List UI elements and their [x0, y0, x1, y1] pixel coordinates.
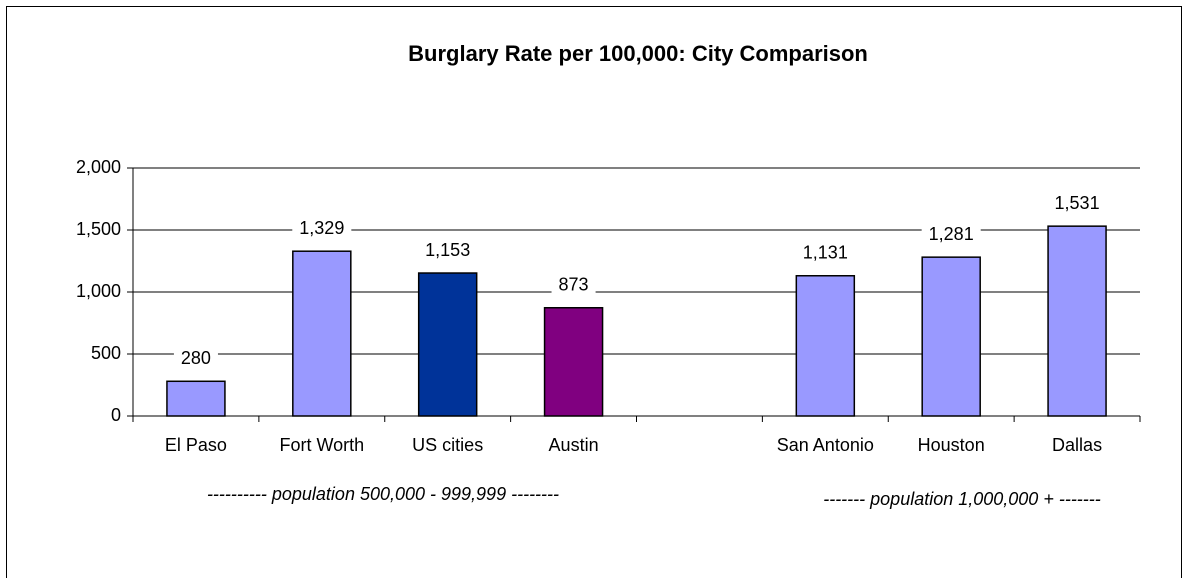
data-label-bg: [173, 347, 218, 372]
data-label: 280: [181, 348, 211, 368]
bar: [543, 306, 604, 417]
chart-title: Burglary Rate per 100,000: City Comparis…: [408, 41, 868, 66]
x-tick-label: El Paso: [165, 435, 227, 455]
data-label: 873: [559, 274, 589, 294]
bar: [921, 256, 981, 417]
x-tick-label: Houston: [918, 435, 985, 455]
x-tick-label: San Antonio: [777, 435, 874, 455]
y-tick-label: 500: [91, 343, 121, 363]
data-label-bg: [418, 239, 478, 264]
x-tick-label: Dallas: [1052, 435, 1102, 455]
y-tick-label: 2,000: [76, 157, 121, 177]
chart-frame: [6, 6, 1182, 578]
bar: [292, 250, 352, 417]
data-label-bg: [292, 217, 352, 242]
bar: [1047, 225, 1107, 417]
annotation: ------- population 1,000,000 + -------: [823, 489, 1101, 509]
data-label-bg: [1047, 192, 1107, 217]
data-label: 1,531: [1055, 193, 1100, 213]
bar: [417, 272, 478, 417]
bar: [795, 275, 856, 417]
data-label-bg: [551, 273, 596, 298]
data-label-bg: [921, 223, 981, 248]
data-label: 1,153: [425, 240, 470, 260]
bar: [166, 380, 226, 417]
data-label-bg: [795, 241, 855, 266]
data-label: 1,131: [803, 243, 848, 263]
x-tick-label: US cities: [412, 435, 483, 455]
data-label: 1,329: [299, 218, 344, 238]
x-tick-label: Austin: [549, 435, 599, 455]
y-tick-label: 1,500: [76, 219, 121, 239]
data-label: 1,281: [929, 224, 974, 244]
y-tick-label: 0: [111, 405, 121, 425]
y-tick-label: 1,000: [76, 281, 121, 301]
x-tick-label: Fort Worth: [279, 435, 364, 455]
annotation: ---------- population 500,000 - 999,999 …: [207, 484, 559, 504]
